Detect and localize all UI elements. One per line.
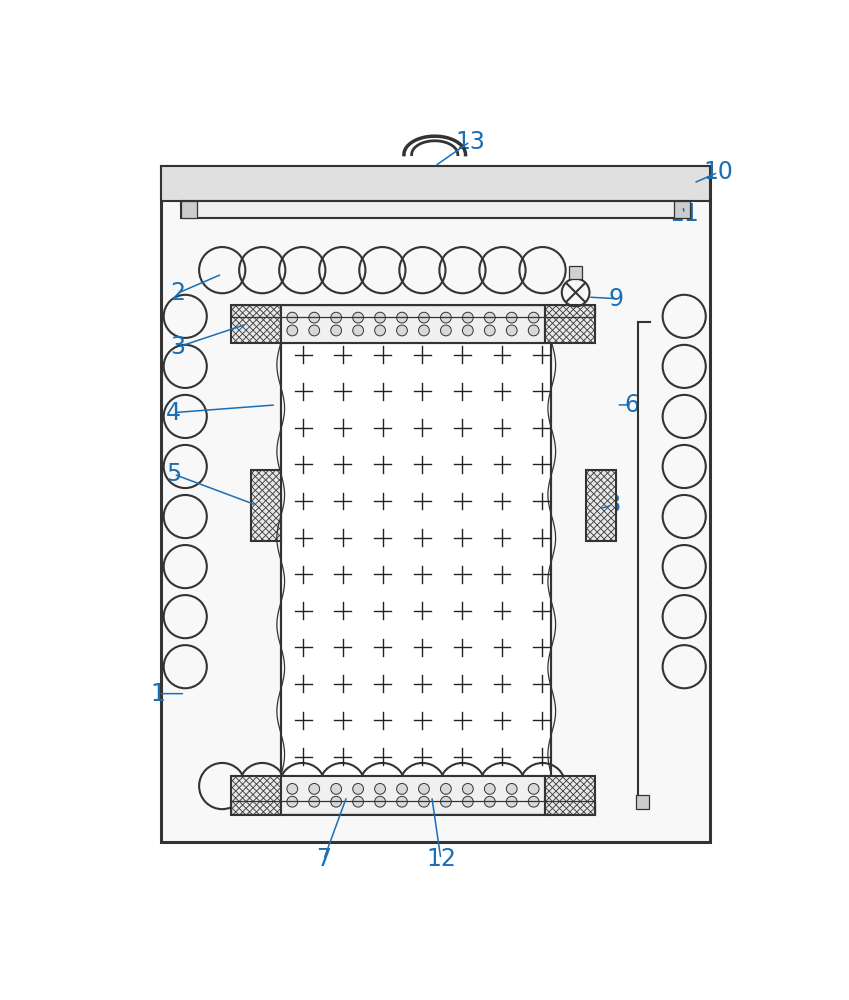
- Bar: [282, 305, 545, 343]
- Bar: [160, 166, 711, 842]
- Circle shape: [374, 325, 385, 336]
- Bar: [545, 305, 595, 343]
- Circle shape: [528, 325, 539, 336]
- Bar: [545, 776, 595, 815]
- Circle shape: [463, 783, 473, 794]
- Circle shape: [396, 325, 408, 336]
- Circle shape: [287, 796, 298, 807]
- Circle shape: [419, 325, 430, 336]
- Circle shape: [331, 312, 341, 323]
- Bar: [570, 266, 582, 279]
- Bar: [160, 166, 711, 201]
- Circle shape: [485, 783, 495, 794]
- Circle shape: [485, 325, 495, 336]
- Circle shape: [463, 325, 473, 336]
- Text: 10: 10: [703, 160, 733, 184]
- Text: 9: 9: [609, 287, 624, 311]
- Circle shape: [485, 312, 495, 323]
- Circle shape: [309, 783, 319, 794]
- Bar: [674, 201, 689, 218]
- Bar: [282, 343, 551, 776]
- Circle shape: [374, 796, 385, 807]
- Circle shape: [396, 783, 408, 794]
- Bar: [586, 470, 616, 541]
- Circle shape: [396, 312, 408, 323]
- Circle shape: [419, 312, 430, 323]
- Circle shape: [352, 783, 363, 794]
- Circle shape: [441, 325, 452, 336]
- Circle shape: [374, 312, 385, 323]
- Circle shape: [396, 796, 408, 807]
- Circle shape: [506, 796, 517, 807]
- Bar: [232, 305, 282, 343]
- Text: 2: 2: [170, 281, 185, 305]
- Text: 11: 11: [669, 202, 699, 226]
- Circle shape: [506, 312, 517, 323]
- Text: 13: 13: [455, 130, 485, 154]
- Circle shape: [441, 783, 452, 794]
- Circle shape: [528, 783, 539, 794]
- Circle shape: [331, 325, 341, 336]
- Circle shape: [352, 325, 363, 336]
- Text: 6: 6: [624, 393, 639, 417]
- Circle shape: [463, 796, 473, 807]
- Circle shape: [419, 783, 430, 794]
- Circle shape: [441, 312, 452, 323]
- Circle shape: [528, 312, 539, 323]
- Circle shape: [309, 796, 319, 807]
- Text: 12: 12: [426, 847, 456, 871]
- Circle shape: [374, 783, 385, 794]
- Text: 1: 1: [151, 682, 166, 706]
- Circle shape: [287, 312, 298, 323]
- Circle shape: [352, 312, 363, 323]
- Circle shape: [506, 783, 517, 794]
- Text: 4: 4: [166, 401, 181, 425]
- Bar: [182, 201, 197, 218]
- Text: 7: 7: [317, 847, 331, 871]
- Text: 3: 3: [170, 335, 185, 359]
- Bar: [182, 201, 689, 218]
- Circle shape: [331, 783, 341, 794]
- Circle shape: [287, 783, 298, 794]
- Bar: [232, 776, 282, 815]
- Text: 8: 8: [605, 493, 620, 517]
- Bar: [637, 795, 649, 809]
- Circle shape: [506, 325, 517, 336]
- Circle shape: [331, 796, 341, 807]
- Bar: [250, 470, 282, 541]
- Bar: [232, 801, 595, 814]
- Circle shape: [352, 796, 363, 807]
- Text: 5: 5: [166, 462, 182, 486]
- Circle shape: [419, 796, 430, 807]
- Circle shape: [309, 325, 319, 336]
- Circle shape: [528, 796, 539, 807]
- Circle shape: [463, 312, 473, 323]
- Circle shape: [485, 796, 495, 807]
- Circle shape: [287, 325, 298, 336]
- Circle shape: [309, 312, 319, 323]
- Bar: [232, 305, 595, 317]
- Bar: [282, 776, 545, 815]
- Circle shape: [441, 796, 452, 807]
